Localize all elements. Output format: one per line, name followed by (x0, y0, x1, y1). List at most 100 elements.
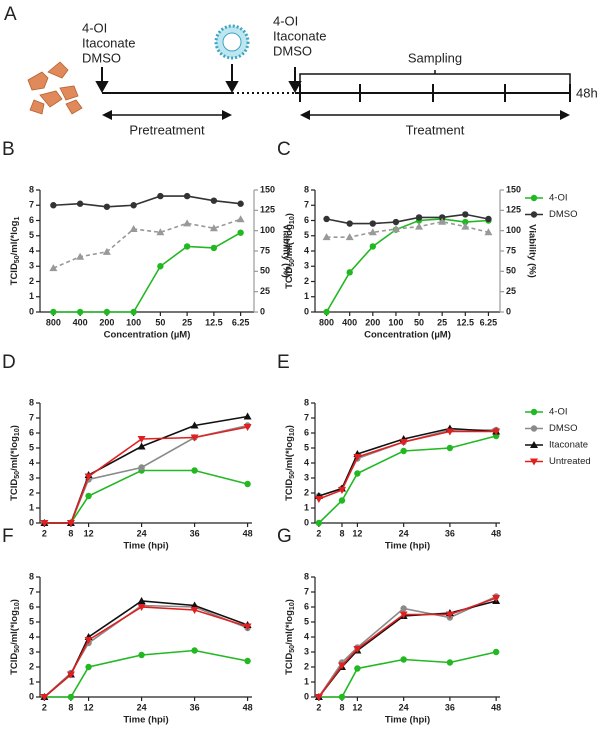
y-tick-label: 7 (304, 412, 309, 422)
y-tick-label: 0 (29, 306, 34, 316)
x-tick-label: 8 (68, 528, 73, 538)
y-tick-label: 0 (304, 306, 309, 316)
marker (399, 439, 408, 446)
y-axis-label-part: ) (284, 599, 295, 602)
y-tick-label: 8 (304, 184, 309, 194)
marker (530, 458, 538, 466)
marker (76, 308, 84, 316)
y-tick-label: 8 (29, 184, 34, 194)
marker (338, 497, 346, 504)
x-tick-label: 48 (491, 702, 501, 712)
marker (76, 200, 84, 207)
marker (530, 425, 538, 432)
marker (314, 496, 323, 503)
x-axis-label: Time (hpi) (385, 541, 430, 552)
y2-tick-label: 0 (260, 306, 265, 316)
marker (210, 244, 218, 252)
marker (415, 214, 423, 221)
y2-tick-label: 75 (260, 245, 270, 255)
y2-axis-label: Viability (%) (280, 224, 291, 278)
y-tick-label: 8 (29, 397, 34, 407)
x-tick-label: 12.5 (205, 317, 223, 327)
marker (323, 308, 330, 316)
y-tick-label: 0 (304, 691, 309, 701)
y-tick-label: 3 (29, 472, 34, 482)
y-axis-label-part: 10 (289, 428, 296, 436)
marker (446, 444, 454, 452)
x-tick-label: 100 (126, 317, 141, 327)
legend-label: DMSO (549, 209, 578, 220)
y-tick-label: 6 (304, 427, 309, 437)
y-axis-label-part: 50 (289, 645, 296, 653)
marker (369, 220, 377, 227)
marker (191, 647, 198, 654)
treatment-text: Itaconate (273, 28, 327, 43)
y-tick-label: 8 (304, 397, 309, 407)
x-tick-label: 2 (316, 528, 321, 538)
x-tick-label: 6.25 (232, 317, 250, 327)
x-axis-label: Time (hpi) (385, 715, 430, 726)
panel-label: G (277, 526, 292, 547)
virus (214, 24, 250, 60)
marker (183, 243, 191, 250)
legend-label: 4-OI (549, 407, 567, 418)
y-tick-label: 2 (29, 487, 34, 497)
y-tick-label: 2 (29, 276, 34, 286)
marker (244, 480, 251, 488)
marker (102, 247, 111, 255)
series-line (44, 649, 248, 698)
marker (243, 412, 252, 420)
series-line (318, 427, 497, 497)
x-tick-label: 400 (73, 317, 88, 327)
marker (492, 648, 500, 656)
x-tick-label: 24 (137, 702, 147, 712)
x-tick-label: 36 (445, 702, 455, 712)
y2-tick-label: 125 (506, 205, 521, 215)
x-axis-label: Time (hpi) (123, 541, 168, 552)
marker (236, 215, 245, 223)
series-line (318, 429, 497, 497)
series-line (326, 213, 489, 225)
x-tick-label: 12 (84, 528, 94, 538)
y-tick-label: 1 (29, 291, 34, 301)
series-line (318, 595, 497, 698)
marker (354, 470, 361, 477)
y-axis-label-part: ) (284, 213, 295, 216)
panel-label: A (4, 4, 17, 25)
x-tick-label: 24 (137, 528, 147, 538)
y-axis-label-part: /ml(*log (284, 610, 295, 645)
marker (461, 222, 470, 230)
marker (67, 693, 75, 701)
y-axis-label: TCID50/ml(*log1 (9, 217, 22, 286)
y2-tick-label: 150 (260, 184, 275, 194)
marker (66, 520, 75, 527)
marker (103, 203, 111, 210)
y2-tick-label: 0 (506, 306, 511, 316)
marker (315, 519, 323, 527)
marker (368, 228, 377, 236)
panel-label: B (2, 139, 15, 160)
series-line (44, 424, 248, 524)
marker (190, 601, 199, 609)
marker (353, 454, 362, 461)
y2-tick-label: 50 (506, 266, 516, 276)
marker (369, 243, 377, 250)
y-axis-label-part: 50 (14, 471, 21, 479)
y-tick-label: 7 (29, 586, 34, 596)
marker (323, 215, 330, 223)
y-axis-label-part: TCID (9, 479, 20, 501)
marker (492, 428, 501, 436)
x-axis-label: Time (hpi) (123, 715, 168, 726)
y-tick-label: 4 (29, 631, 34, 641)
x-tick-label: 25 (182, 317, 192, 327)
y-axis-label-part: /ml(*log (9, 220, 20, 255)
x-tick-label: 12 (84, 702, 94, 712)
y2-tick-label: 100 (506, 225, 521, 235)
marker (438, 214, 446, 221)
marker (530, 194, 538, 202)
series-line (326, 220, 489, 238)
legend-label: Untreated (549, 456, 591, 467)
y-tick-label: 5 (29, 230, 34, 240)
y-tick-label: 5 (29, 616, 34, 626)
